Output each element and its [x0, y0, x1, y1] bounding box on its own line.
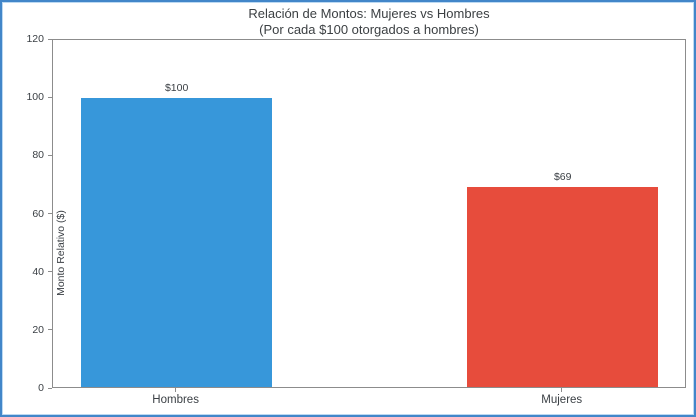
x-tick-label: Hombres	[152, 394, 199, 406]
y-axis-label: Monto Relativo ($)	[55, 210, 67, 296]
chart-title: Relación de Montos: Mujeres vs Hombres	[248, 6, 490, 21]
bar-value-label: $100	[164, 81, 189, 94]
x-tick-mark	[561, 388, 563, 392]
y-tick-label: 20	[32, 323, 44, 336]
y-tick-label: 80	[32, 149, 44, 162]
y-tick-mark	[48, 213, 52, 214]
y-tick-label: 40	[32, 265, 44, 278]
y-tick-mark	[48, 38, 52, 40]
y-tick-mark	[48, 271, 52, 273]
y-tick-label: 120	[26, 33, 44, 45]
y-tick-label: 100	[26, 91, 44, 104]
y-tick-mark	[48, 154, 52, 156]
x-tick-label: Mujeres	[541, 394, 583, 406]
plot-area: Monto Relativo ($) $100 $69	[52, 39, 686, 388]
bar-value-label: $69	[553, 171, 572, 184]
bar-mujeres	[467, 187, 659, 387]
y-tick-label: 60	[32, 207, 44, 220]
y-tick-mark	[48, 387, 52, 389]
y-tick-mark	[48, 329, 52, 331]
chart-title-block: Relación de Montos: Mujeres vs Hombres (…	[52, 6, 686, 38]
y-tick-label: 0	[38, 382, 44, 394]
x-tick-mark	[175, 388, 177, 392]
chart-subtitle: (Por cada $100 otorgados a hombres)	[259, 22, 479, 37]
bar-hombres	[81, 97, 273, 387]
y-tick-mark	[48, 96, 52, 98]
